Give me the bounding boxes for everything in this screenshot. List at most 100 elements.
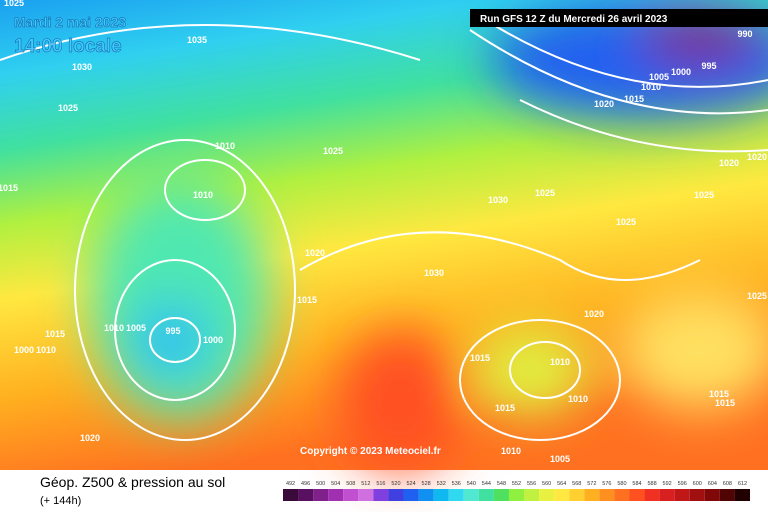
- isobar-label: 1035: [187, 35, 207, 45]
- isobar-label: 1010: [36, 345, 56, 355]
- scale-label: 500: [316, 481, 325, 487]
- scale-label: 512: [361, 481, 370, 487]
- scale-swatch: [298, 489, 314, 501]
- scale-label: 532: [437, 481, 446, 487]
- isobar-label: 1015: [297, 295, 317, 305]
- scale-label: 540: [467, 481, 476, 487]
- color-scale: 492 496 500 504 508 512 516 520 524 528 532 536 540 5…: [283, 481, 750, 501]
- isobar-label: 995: [701, 61, 716, 71]
- isobar-label: 1015: [495, 403, 515, 413]
- scale-swatch: [433, 489, 449, 501]
- scale-label: 556: [527, 481, 536, 487]
- scale-label: 596: [678, 481, 687, 487]
- scale-swatch: [659, 489, 675, 501]
- scale-swatch: [448, 489, 464, 501]
- scale-swatch: [614, 489, 630, 501]
- isobar-label: 1005: [550, 454, 570, 464]
- scale-swatch: [313, 489, 329, 501]
- scale-swatch: [403, 489, 419, 501]
- isobar-label: 1010: [215, 141, 235, 151]
- scale-swatch: [644, 489, 660, 501]
- isobar-label: 990: [737, 29, 752, 39]
- scale-swatch: [478, 489, 494, 501]
- scale-label: 560: [542, 481, 551, 487]
- scale-swatch: [388, 489, 404, 501]
- scale-swatch: [508, 489, 525, 501]
- isobar-label: 1025: [323, 146, 343, 156]
- isobar-label: 1025: [694, 190, 714, 200]
- scale-label: 584: [632, 481, 641, 487]
- isobar-label: 1000: [14, 345, 34, 355]
- isobar-label: 1020: [719, 158, 739, 168]
- isobar-label: 1005: [649, 72, 669, 82]
- scale-swatch: [599, 489, 615, 501]
- scale-label: 576: [602, 481, 611, 487]
- scale-label: 580: [617, 481, 626, 487]
- run-banner: [470, 9, 768, 27]
- isobar-label: 1030: [488, 195, 508, 205]
- isobar-label: 1000: [671, 67, 691, 77]
- scale-label: 548: [497, 481, 506, 487]
- footer-subtitle: (+ 144h): [40, 495, 81, 507]
- isobar-label: 1015: [45, 329, 65, 339]
- scale-label: 552: [512, 481, 521, 487]
- isobar-label: 1015: [0, 183, 18, 193]
- isobar-label: 1005: [126, 323, 146, 333]
- isobar-label: 1020: [305, 248, 325, 258]
- scale-label: 564: [557, 481, 566, 487]
- scale-swatch: [719, 489, 735, 501]
- scale-swatch: [734, 489, 750, 501]
- scale-swatch: [283, 489, 299, 501]
- isobar-label: 1020: [747, 152, 767, 162]
- isobar-label: 1030: [72, 62, 92, 72]
- scale-label: 492: [286, 481, 295, 487]
- scale-label: 544: [482, 481, 491, 487]
- scale-label: 604: [708, 481, 717, 487]
- isobar-label: 1020: [80, 433, 100, 443]
- scale-swatch: [524, 489, 540, 501]
- isobar-label: 1015: [715, 398, 735, 408]
- scale-label: 608: [723, 481, 732, 487]
- scale-label: 524: [406, 481, 415, 487]
- scale-label: 588: [647, 481, 656, 487]
- scale-label: 508: [346, 481, 355, 487]
- isobar-label: 1010: [641, 82, 661, 92]
- scale-swatch: [584, 489, 600, 501]
- scale-swatch: [539, 489, 555, 501]
- isobar-label: 1010: [501, 446, 521, 456]
- isobar-label: 1025: [535, 188, 555, 198]
- isobar-label: 995: [165, 326, 180, 336]
- map: [0, 0, 768, 470]
- scale-label: 496: [301, 481, 310, 487]
- scale-swatch: [554, 489, 570, 501]
- scale-swatch: [343, 489, 359, 501]
- scale-swatch: [373, 489, 389, 501]
- isobar-label: 1020: [594, 99, 614, 109]
- scale-label: 568: [572, 481, 581, 487]
- scale-swatch: [493, 489, 509, 501]
- isobars: [0, 9, 768, 441]
- isobar-label: 1030: [424, 268, 444, 278]
- isobar-label: 1010: [550, 357, 570, 367]
- scale-swatch: [328, 489, 344, 501]
- scale-swatch: [629, 489, 645, 501]
- scale-swatch: [463, 489, 479, 501]
- scale-swatch: [704, 489, 720, 501]
- isobar-labels: 1035 1030 1025 1010 1025 1010 1015 1020 1015 1030…: [0, 0, 767, 464]
- scale-label: 528: [422, 481, 431, 487]
- scale-label: 572: [587, 481, 596, 487]
- isobar-label: 1000: [203, 335, 223, 345]
- isobar-label: 1025: [4, 0, 24, 8]
- isobar-label: 1010: [568, 394, 588, 404]
- scale-label: 592: [663, 481, 672, 487]
- scale-swatch: [674, 489, 690, 501]
- run-info: Run GFS 12 Z du Mercredi 26 avril 2023: [480, 14, 668, 25]
- footer-title: Géop. Z500 & pression au sol: [40, 474, 225, 490]
- isobar-label: 1020: [584, 309, 604, 319]
- scale-label: 600: [693, 481, 702, 487]
- date: Mardi 2 mai 2023: [14, 14, 126, 30]
- isobar-label: 1010: [104, 323, 124, 333]
- isobar-label: 1015: [709, 389, 729, 399]
